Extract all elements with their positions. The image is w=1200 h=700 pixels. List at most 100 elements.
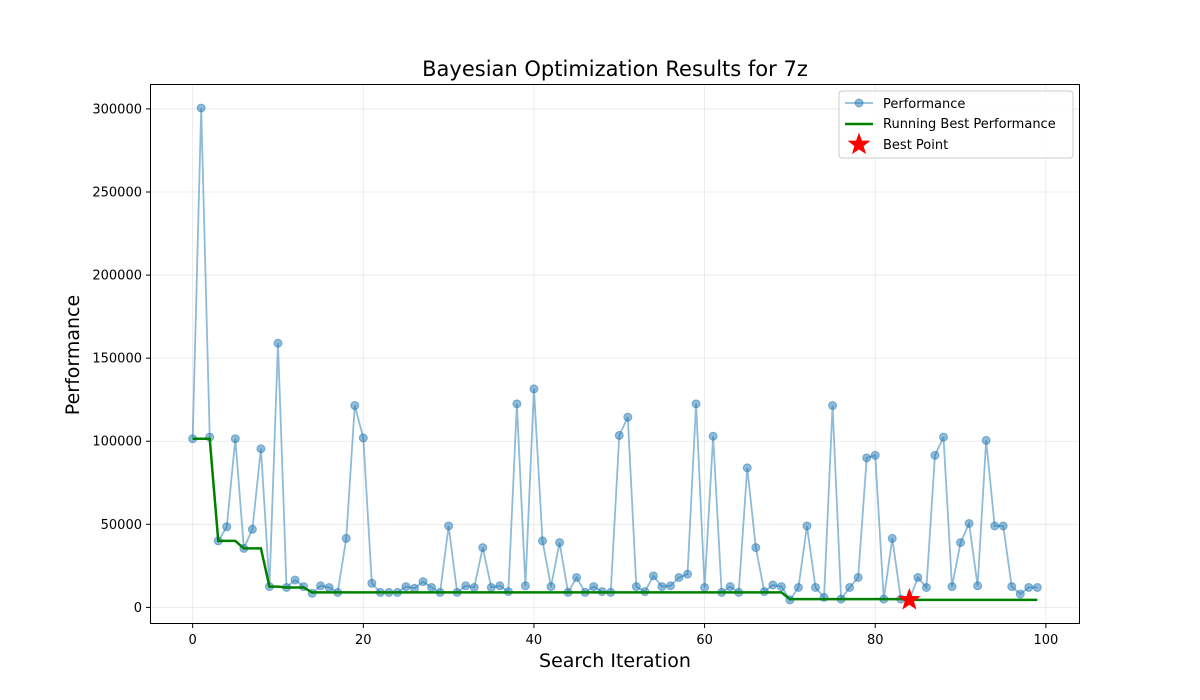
performance-point [358, 433, 368, 443]
x-tick-label: 0 [189, 633, 197, 648]
performance-point [409, 583, 419, 593]
best-point-marker [897, 587, 921, 610]
legend-frame [838, 90, 1074, 159]
performance-point [845, 582, 855, 592]
performance-point [683, 569, 693, 579]
performance-point [708, 431, 718, 441]
y-tick-label: 100000 [92, 435, 142, 450]
performance-point [589, 582, 599, 592]
performance-point [802, 521, 812, 531]
performance-point [691, 399, 701, 409]
legend: Performance Running Best Performance Bes… [838, 90, 1074, 159]
performance-point [776, 582, 786, 592]
performance-point [478, 543, 488, 553]
performance-point [341, 533, 351, 543]
performance-point [725, 582, 735, 592]
performance-point [700, 582, 710, 592]
performance-point [853, 572, 863, 582]
grid [150, 84, 1080, 624]
x-axis: 0 20 40 60 80 100 [189, 624, 1058, 648]
performance-point [930, 450, 940, 460]
performance-point [793, 582, 803, 592]
performance-point [1024, 582, 1034, 592]
performance-point [290, 575, 300, 585]
performance-point [222, 522, 232, 532]
performance-point [1015, 589, 1025, 599]
y-tick-label: 300000 [92, 102, 142, 117]
legend-swatch-best-point [847, 132, 871, 155]
performance-point [401, 582, 411, 592]
y-tick-label: 0 [134, 601, 142, 616]
performance-point [529, 384, 539, 394]
performance-point [230, 434, 240, 444]
performance-point [469, 582, 479, 592]
performance-point [418, 577, 428, 587]
performance-point [631, 582, 641, 592]
performance-point [520, 581, 530, 591]
performance-point [546, 582, 556, 592]
x-axis-title: Search Iteration [539, 650, 691, 672]
performance-point [324, 582, 334, 592]
performance-point [495, 581, 505, 591]
legend-label-running-best: Running Best Performance [883, 117, 1056, 132]
performance-point [657, 582, 667, 592]
performance-point [674, 572, 684, 582]
performance-point [1032, 582, 1042, 592]
x-tick-label: 60 [696, 633, 713, 648]
x-tick-label: 40 [526, 633, 543, 648]
y-tick-label: 250000 [92, 186, 142, 201]
y-tick-label: 150000 [92, 352, 142, 367]
performance-point [444, 521, 454, 531]
x-tick-label: 20 [355, 633, 372, 648]
performance-point [648, 571, 658, 581]
performance-line [191, 108, 1038, 602]
x-tick-label: 100 [1033, 633, 1058, 648]
performance-point [273, 338, 283, 348]
series-layer [188, 103, 1042, 610]
performance-point [461, 581, 471, 591]
performance-point [981, 435, 991, 445]
performance-point [742, 463, 752, 473]
performance-point [555, 538, 565, 548]
performance-point [768, 580, 778, 590]
performance-point [938, 432, 948, 442]
y-tick-label: 50000 [101, 518, 142, 533]
performance-point [512, 399, 522, 409]
plot-frame [150, 84, 1080, 624]
performance-point [964, 518, 974, 528]
performance-point [990, 521, 1000, 531]
performance-point [828, 401, 838, 411]
performance-point [913, 572, 923, 582]
performance-point [921, 582, 931, 592]
performance-point [887, 533, 897, 543]
legend-swatch-performance-marker [854, 98, 864, 108]
performance-point [623, 412, 633, 422]
y-tick-label: 200000 [92, 269, 142, 284]
performance-point [1007, 582, 1017, 592]
performance-point [811, 582, 821, 592]
performance-point [956, 538, 966, 548]
performance-point [486, 582, 496, 592]
legend-label-performance: Performance [883, 97, 965, 112]
chart-title: Bayesian Optimization Results for 7z [422, 57, 808, 81]
performance-point [998, 521, 1008, 531]
running-best-line [192, 437, 1038, 602]
performance-point [350, 401, 360, 411]
performance-point [870, 450, 880, 460]
performance-point [614, 430, 624, 440]
performance-point [665, 581, 675, 591]
legend-label-best-point: Best Point [883, 138, 948, 153]
performance-point [751, 543, 761, 553]
performance-point [947, 582, 957, 592]
performance-point [862, 453, 872, 463]
performance-point [572, 572, 582, 582]
y-axis: 0 50000 100000 150000 200000 250000 300000 [92, 102, 150, 616]
performance-point [427, 582, 437, 592]
performance-point [537, 536, 547, 546]
performance-point [196, 103, 206, 113]
performance-point [973, 581, 983, 591]
performance-point [316, 581, 326, 591]
x-tick-label: 80 [867, 633, 884, 648]
performance-point [247, 524, 257, 534]
